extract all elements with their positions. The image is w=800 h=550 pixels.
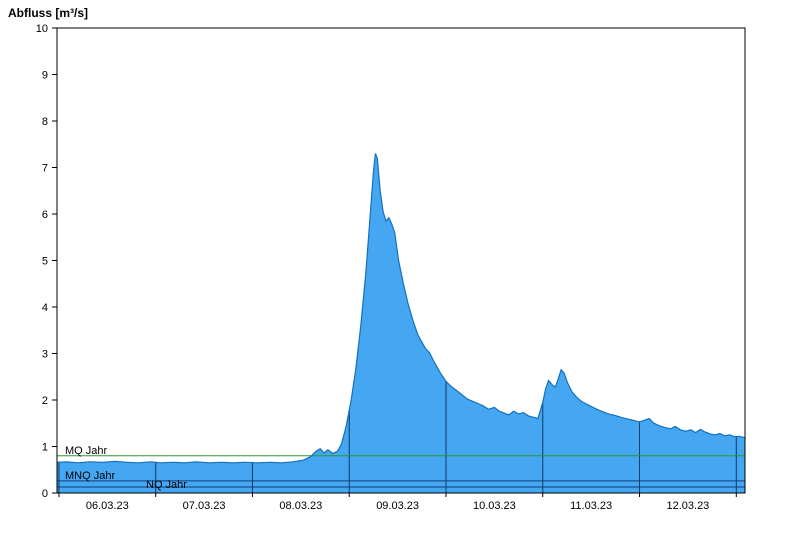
x-tick-label: 11.03.23 <box>570 500 612 512</box>
y-tick-label: 6 <box>42 209 48 221</box>
x-tick-label: 08.03.23 <box>279 500 322 512</box>
y-tick-label: 8 <box>42 116 48 128</box>
series-line <box>56 153 746 464</box>
chart-title: Abfluss [m³/s] <box>8 6 89 20</box>
x-tick-label: 10.03.23 <box>473 500 516 512</box>
y-tick-label: 7 <box>42 163 48 175</box>
x-tick-label: 09.03.23 <box>376 500 419 512</box>
area-fill <box>57 153 745 493</box>
y-tick-label: 2 <box>42 395 48 407</box>
y-tick-label: 3 <box>42 349 48 361</box>
y-tick-label: 10 <box>36 23 48 35</box>
y-tick-label: 9 <box>42 70 48 82</box>
y-tick-label: 5 <box>42 256 48 268</box>
y-tick-label: 1 <box>42 442 48 454</box>
ref-label-mnq: MNQ Jahr <box>65 470 115 482</box>
y-tick-label: 0 <box>42 488 48 500</box>
x-tick-label: 06.03.23 <box>86 500 129 512</box>
ref-label-nq: NQ Jahr <box>146 479 187 491</box>
y-tick-label: 4 <box>42 302 48 314</box>
x-tick-label: 07.03.23 <box>183 500 226 512</box>
x-tick-label: 12.03.23 <box>666 500 709 512</box>
ref-label-mq: MQ Jahr <box>65 445 108 457</box>
